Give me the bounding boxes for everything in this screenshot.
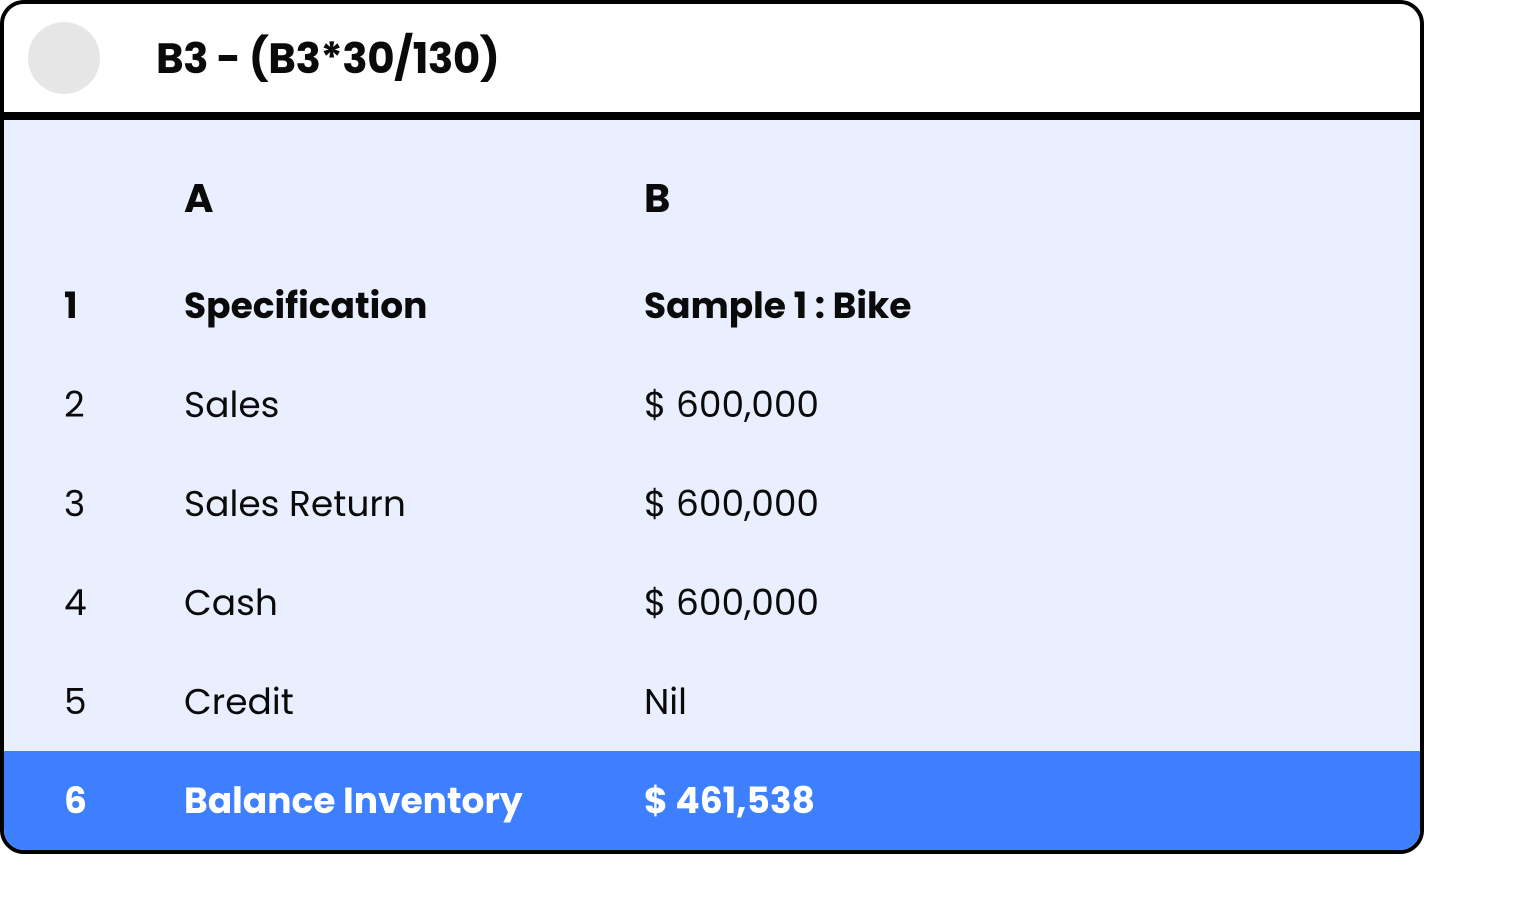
row-number[interactable]: 3 — [4, 476, 184, 531]
cell-b6[interactable]: $ 461,538 — [644, 773, 1420, 828]
avatar-icon — [28, 22, 100, 94]
column-header-row: A B — [4, 140, 1420, 256]
row-number[interactable]: 4 — [4, 575, 184, 630]
column-header-b[interactable]: B — [644, 168, 1420, 228]
table-row: 4 Cash $ 600,000 — [4, 553, 1420, 652]
cell-a5[interactable]: Credit — [184, 674, 644, 729]
cell-a2[interactable]: Sales — [184, 377, 644, 432]
cell-a6[interactable]: Balance Inventory — [184, 773, 644, 828]
cell-a3[interactable]: Sales Return — [184, 476, 644, 531]
row-number[interactable]: 2 — [4, 377, 184, 432]
table-row: 3 Sales Return $ 600,000 — [4, 454, 1420, 553]
cell-a4[interactable]: Cash — [184, 575, 644, 630]
cell-b1[interactable]: Sample 1 : Bike — [644, 278, 1420, 333]
column-header-a[interactable]: A — [184, 168, 644, 228]
cell-b2[interactable]: $ 600,000 — [644, 377, 1420, 432]
row-number[interactable]: 6 — [4, 773, 184, 828]
formula-text[interactable]: B3 - (B3*30/130) — [156, 27, 499, 90]
table-row: 2 Sales $ 600,000 — [4, 355, 1420, 454]
cell-b3[interactable]: $ 600,000 — [644, 476, 1420, 531]
row-number[interactable]: 5 — [4, 674, 184, 729]
formula-bar: B3 - (B3*30/130) — [4, 4, 1420, 120]
table-row: 1 Specification Sample 1 : Bike — [4, 256, 1420, 355]
table-row: 5 Credit Nil — [4, 652, 1420, 751]
cell-b4[interactable]: $ 600,000 — [644, 575, 1420, 630]
spreadsheet-container: B3 - (B3*30/130) A B 1 Specification Sam… — [0, 0, 1424, 854]
cell-a1[interactable]: Specification — [184, 278, 644, 333]
cell-b5[interactable]: Nil — [644, 674, 1420, 729]
row-number[interactable]: 1 — [4, 278, 184, 333]
table-row-highlighted: 6 Balance Inventory $ 461,538 — [4, 751, 1420, 850]
spreadsheet-grid: A B 1 Specification Sample 1 : Bike 2 Sa… — [4, 120, 1420, 850]
